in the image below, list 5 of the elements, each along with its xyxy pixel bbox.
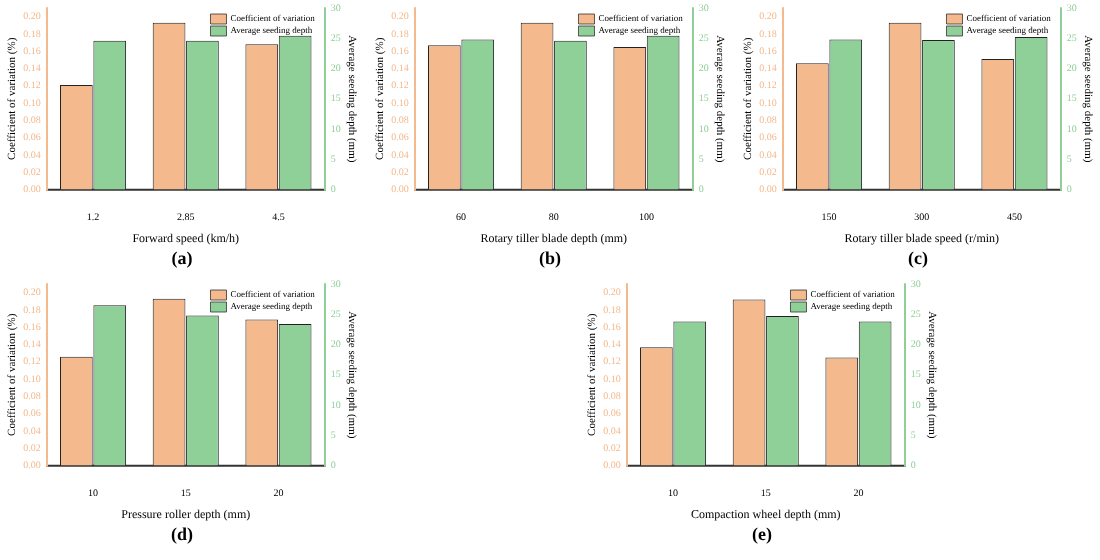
text: (d)	[169, 524, 195, 546]
text: (c)	[906, 248, 930, 270]
text: (b)	[537, 248, 563, 270]
text: (a)	[169, 248, 195, 270]
text: (e)	[750, 524, 774, 546]
